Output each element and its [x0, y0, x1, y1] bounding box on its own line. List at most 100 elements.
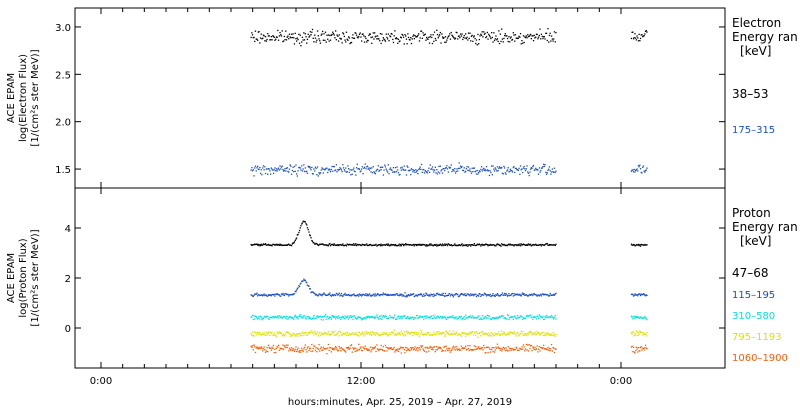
proton-point-0 [511, 244, 513, 246]
proton-point-0 [521, 244, 523, 246]
electron-point-0 [532, 35, 534, 37]
proton-point-1 [266, 295, 268, 297]
proton-point-0 [289, 244, 291, 246]
proton-point-3 [284, 335, 286, 337]
electron-point-0 [341, 42, 343, 44]
proton-point-2 [384, 316, 386, 318]
proton-point-2 [502, 315, 504, 317]
proton-point-0 [270, 244, 272, 246]
proton-point-1 [407, 294, 409, 296]
proton-point-3 [389, 334, 391, 336]
electron-point-1 [293, 171, 295, 173]
electron-point-1 [539, 171, 541, 173]
proton-point-2 [385, 316, 387, 318]
electron-point-1 [471, 167, 473, 169]
proton-point-2 [445, 318, 447, 320]
proton-point-3 [496, 333, 498, 335]
proton-point-1 [636, 294, 638, 296]
proton-point-3 [421, 333, 423, 335]
proton-point-3 [475, 331, 478, 333]
proton-point-0 [644, 244, 647, 246]
proton-point-1 [500, 294, 502, 296]
proton-point-1 [465, 294, 467, 297]
proton-point-1 [415, 294, 417, 296]
electron-point-1 [344, 170, 346, 172]
proton-point-4 [633, 351, 635, 353]
electron-point-1 [280, 166, 283, 168]
electron-point-1 [381, 166, 384, 168]
proton-point-4 [483, 344, 485, 347]
proton-point-2 [251, 316, 253, 318]
proton-point-3 [289, 333, 291, 336]
proton-point-2 [358, 316, 361, 318]
proton-point-0 [487, 245, 489, 247]
proton-point-1 [535, 294, 538, 296]
electron-point-0 [418, 33, 420, 35]
electron-point-0 [251, 34, 254, 36]
electron-point-0 [347, 39, 349, 41]
electron-point-1 [288, 171, 290, 173]
proton-point-2 [524, 317, 527, 320]
proton-point-4 [404, 352, 406, 354]
electron-point-0 [280, 35, 283, 37]
proton-point-4 [278, 349, 280, 351]
proton-point-2 [341, 317, 343, 319]
electron-point-0 [366, 41, 368, 43]
proton-point-0 [280, 244, 283, 246]
proton-point-2 [394, 318, 397, 320]
proton-point-0 [366, 244, 369, 247]
proton-point-3 [261, 334, 263, 336]
proton-point-0 [255, 243, 257, 246]
proton-point-0 [519, 245, 522, 247]
proton-point-2 [412, 316, 414, 318]
proton-point-0 [421, 243, 423, 246]
electron-point-0 [404, 34, 406, 36]
proton-point-4 [332, 348, 335, 350]
electron-point-0 [376, 38, 378, 40]
proton-point-0 [464, 244, 466, 246]
electron-point-1 [276, 170, 278, 172]
proton-point-3 [437, 333, 439, 335]
proton-point-3 [395, 334, 397, 336]
electron-point-1 [464, 171, 466, 173]
proton-point-1 [345, 294, 348, 296]
electron-point-1 [501, 166, 503, 169]
proton-point-1 [435, 294, 437, 296]
proton-point-4 [423, 349, 425, 351]
electron-point-0 [307, 33, 309, 35]
proton-point-3 [267, 333, 269, 335]
electron-point-1 [532, 165, 534, 168]
proton-point-4 [632, 346, 635, 348]
proton-point-1 [432, 295, 434, 298]
electron-point-1 [468, 170, 470, 172]
proton-point-0 [260, 243, 262, 245]
electron-point-1 [431, 166, 434, 168]
proton-point-3 [551, 334, 553, 337]
proton-point-1 [377, 293, 379, 295]
electron-point-1 [376, 168, 379, 170]
electron-point-1 [398, 174, 400, 176]
proton-point-2 [451, 316, 453, 319]
proton-point-2 [275, 316, 278, 319]
electron-point-0 [513, 34, 515, 36]
electron-point-0 [275, 38, 277, 40]
electron-point-1 [502, 173, 504, 175]
electron-point-0 [446, 39, 448, 41]
proton-point-1 [259, 294, 262, 297]
proton-point-1 [637, 295, 639, 297]
electron-point-0 [436, 33, 439, 36]
proton-point-0 [299, 227, 301, 229]
proton-point-4 [311, 343, 313, 346]
proton-point-1 [410, 294, 413, 296]
proton-point-3 [416, 334, 418, 336]
electron-point-0 [474, 37, 476, 40]
proton-point-3 [274, 334, 276, 336]
electron-point-1 [467, 166, 470, 168]
proton-point-4 [537, 348, 540, 350]
electron-point-1 [553, 167, 556, 169]
electron-point-1 [484, 168, 486, 171]
proton-point-1 [322, 293, 324, 295]
proton-point-4 [316, 351, 318, 353]
proton-point-2 [632, 315, 635, 317]
